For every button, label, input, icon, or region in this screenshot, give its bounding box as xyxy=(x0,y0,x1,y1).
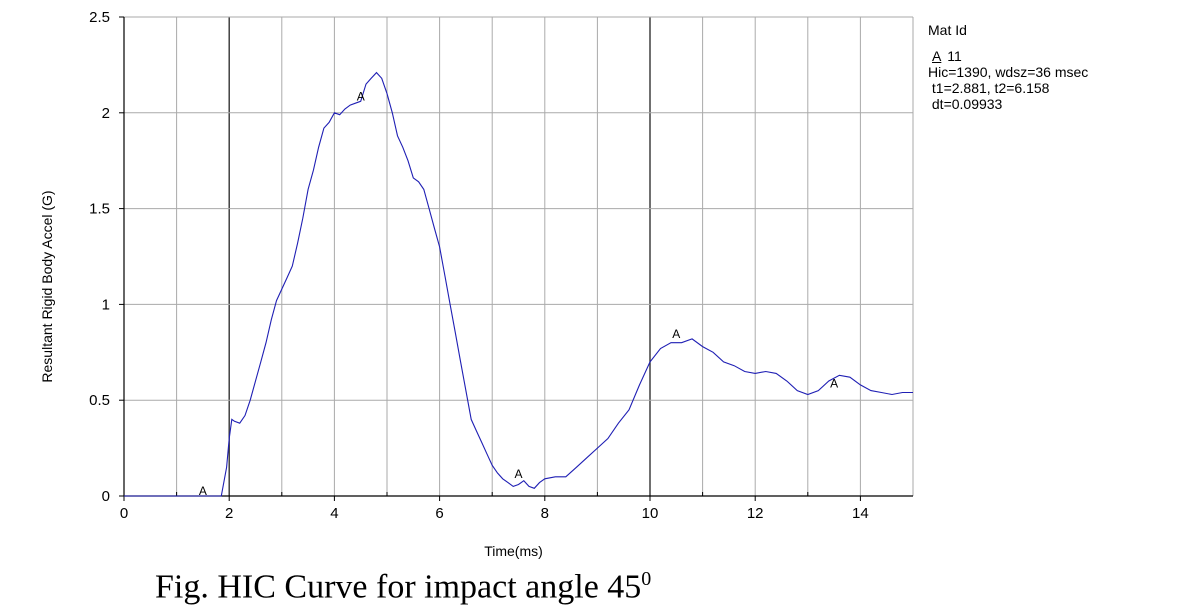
legend-series-label: 11 xyxy=(947,48,962,64)
grid xyxy=(123,16,914,497)
legend-series: A 11 xyxy=(928,48,1088,64)
series-marker: A xyxy=(672,327,680,341)
legend-hic-line: Hic=1390, wdsz=36 msec xyxy=(928,64,1089,80)
y-axis-ticks: 0 0.5 1 1.5 2 2.5 xyxy=(89,9,124,505)
x-tick-label: 14 xyxy=(852,505,869,522)
series-group xyxy=(124,71,913,497)
caption-text: Fig. HIC Curve for impact angle 45 xyxy=(155,568,642,606)
x-tick-label: 12 xyxy=(747,505,764,522)
x-tick-label: 6 xyxy=(435,505,443,522)
y-tick-label: 0 xyxy=(102,488,110,505)
x-axis-ticks: 0 2 4 6 8 10 12 14 xyxy=(120,492,869,522)
y-tick-label: 1.5 xyxy=(89,201,110,218)
y-tick-label: 2.5 xyxy=(89,9,110,26)
x-tick-label: 0 xyxy=(120,505,128,522)
caption-superscript: 0 xyxy=(641,568,652,590)
x-tick-label: 8 xyxy=(541,505,549,522)
series-markers: A A A A A xyxy=(199,89,838,498)
legend-title: Mat Id xyxy=(928,22,967,38)
series-marker: A xyxy=(830,377,838,391)
plot-frame xyxy=(123,17,913,497)
series-marker: A xyxy=(357,89,365,103)
x-tick-label: 4 xyxy=(330,505,338,522)
series-line xyxy=(124,71,913,497)
y-tick-label: 0.5 xyxy=(89,392,110,409)
series-marker: A xyxy=(199,484,207,498)
x-tick-label: 10 xyxy=(642,505,659,522)
legend-series-symbol: A xyxy=(932,48,942,64)
y-tick-label: 1 xyxy=(102,296,110,313)
series-marker: A xyxy=(514,467,522,481)
x-tick-label: 2 xyxy=(225,505,233,522)
legend-dt-line: dt=0.09933 xyxy=(928,96,1003,112)
y-tick-label: 2 xyxy=(102,105,110,122)
legend-t-line: t1=2.881, t2=6.158 xyxy=(928,80,1050,96)
figure-caption: Fig. HIC Curve for impact angle 450 xyxy=(155,568,651,606)
x-axis-label: Time(ms) xyxy=(484,543,543,559)
legend: Mat Id A 11 Hic=1390, wdsz=36 msec t1=2.… xyxy=(928,22,1088,112)
y-axis-label: Resultant Rigid Body Accel (G) xyxy=(39,190,55,382)
